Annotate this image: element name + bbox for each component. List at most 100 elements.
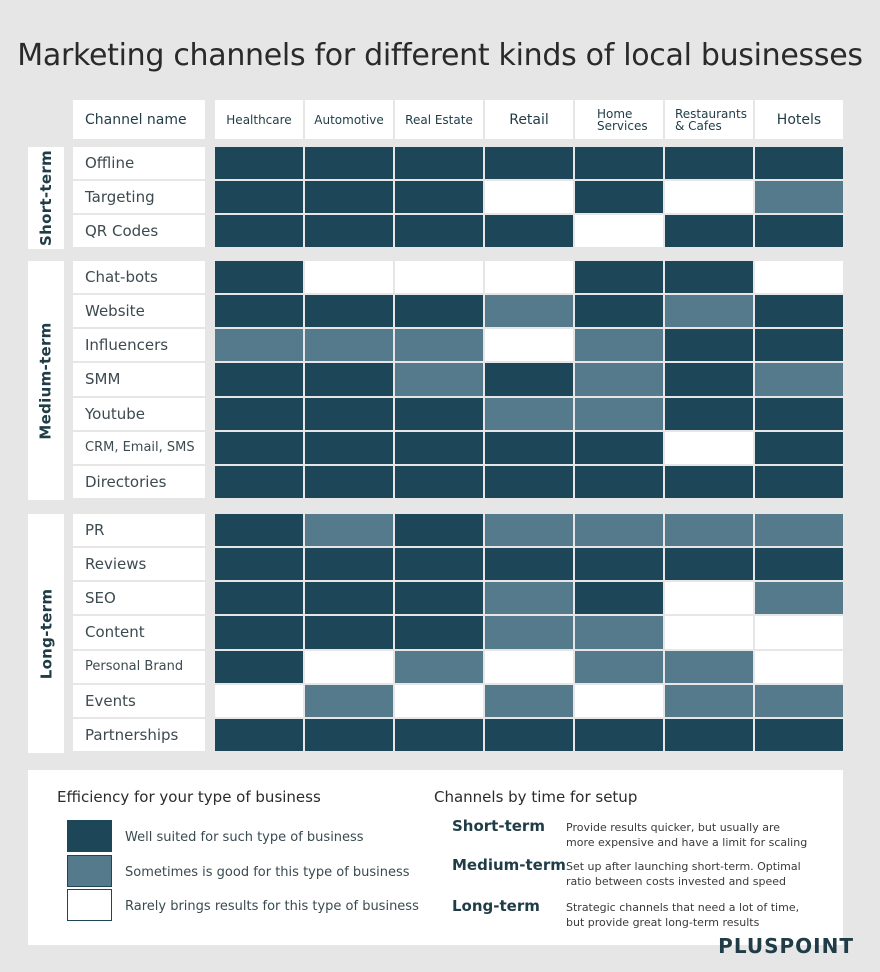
heatmap-cell <box>215 582 303 615</box>
heatmap-cell <box>395 215 483 247</box>
heatmap-cell <box>395 514 483 547</box>
row-label: Directories <box>73 465 205 498</box>
column-header: Retail <box>485 100 573 139</box>
legend-swatch-rarely <box>67 889 112 921</box>
column-header-label: Real Estate <box>405 114 473 126</box>
heatmap-cell <box>395 147 483 179</box>
heatmap-cell <box>215 431 303 464</box>
heatmap-cell <box>575 147 663 179</box>
brand-logo: PLUSPOINT <box>718 934 854 958</box>
heatmap-cell <box>305 363 393 396</box>
heatmap-cell <box>395 465 483 498</box>
column-header: Real Estate <box>395 100 483 139</box>
heatmap-cell <box>665 261 753 294</box>
column-header-label: Restaurants & Cafes <box>675 108 747 132</box>
heatmap-cell <box>305 181 393 213</box>
heatmap-cell <box>665 616 753 649</box>
heatmap-cell <box>665 295 753 328</box>
heatmap-cell <box>665 147 753 179</box>
heatmap-cell <box>395 295 483 328</box>
heatmap-cell <box>305 295 393 328</box>
column-header-label: Home Services <box>597 108 648 132</box>
heatmap-cell <box>305 514 393 547</box>
row-label: Content <box>73 616 205 649</box>
column-header-line: Services <box>597 118 648 133</box>
legend-text-well: Well suited for such type of business <box>125 830 364 845</box>
column-header-label: Retail <box>509 113 549 127</box>
term-medium-desc: Set up after launching short-term. Optim… <box>566 859 836 889</box>
heatmap-cell <box>395 431 483 464</box>
heatmap-cell <box>485 329 573 362</box>
heatmap-cell <box>395 718 483 751</box>
heatmap-cell <box>305 650 393 683</box>
heatmap-cell <box>665 514 753 547</box>
column-header-label: Automotive <box>314 114 383 126</box>
heatmap-cell <box>215 295 303 328</box>
heatmap-cell <box>755 215 843 247</box>
term-long: Long-term <box>452 897 540 915</box>
term-short-desc-line: Provide results quicker, but usually are <box>566 821 781 834</box>
heatmap-cell <box>215 329 303 362</box>
row-label: Partnerships <box>73 718 205 751</box>
heatmap-cell <box>575 514 663 547</box>
heatmap-cell <box>665 363 753 396</box>
heatmap-cell <box>215 514 303 547</box>
heatmap-cell <box>395 363 483 396</box>
heatmap-cell <box>575 616 663 649</box>
heatmap-cell <box>755 329 843 362</box>
heatmap-cell <box>485 397 573 430</box>
column-header: Restaurants & Cafes <box>665 100 753 139</box>
efficiency-legend-title: Efficiency for your type of business <box>57 788 321 806</box>
heatmap-cell <box>215 181 303 213</box>
term-short: Short-term <box>452 817 545 835</box>
heatmap-cell <box>485 616 573 649</box>
heatmap-cell <box>395 616 483 649</box>
column-header-line: Restaurants <box>675 106 747 121</box>
heatmap-cell <box>395 181 483 213</box>
heatmap-cell <box>305 215 393 247</box>
heatmap-cell <box>575 431 663 464</box>
heatmap-cell <box>575 397 663 430</box>
heatmap-cell <box>665 465 753 498</box>
heatmap-cell <box>755 363 843 396</box>
heatmap-cell <box>305 684 393 717</box>
heatmap-cell <box>305 329 393 362</box>
term-long-desc-line: Strategic channels that need a lot of ti… <box>566 901 800 914</box>
heatmap-cell <box>215 397 303 430</box>
heatmap-cell <box>485 718 573 751</box>
column-header: Hotels <box>755 100 843 139</box>
chart-title: Marketing channels for different kinds o… <box>17 38 863 73</box>
heatmap-cell <box>215 363 303 396</box>
heatmap-cell <box>395 548 483 581</box>
row-label: Chat-bots <box>73 261 205 294</box>
heatmap-cell <box>305 582 393 615</box>
heatmap-cell <box>215 465 303 498</box>
heatmap-cell <box>305 465 393 498</box>
row-label: SMM <box>73 363 205 396</box>
column-header-line: Healthcare <box>226 112 292 127</box>
heatmap-cell <box>575 650 663 683</box>
heatmap-cell <box>755 718 843 751</box>
column-header-label: Hotels <box>777 113 821 127</box>
heatmap-cell <box>575 363 663 396</box>
heatmap-cell <box>215 684 303 717</box>
column-header-line: Home <box>597 106 633 121</box>
row-label: PR <box>73 514 205 547</box>
heatmap-cell <box>665 650 753 683</box>
legend-text-rarely: Rarely brings results for this type of b… <box>125 899 419 914</box>
heatmap-cell <box>215 718 303 751</box>
group-label: Long-term <box>28 514 64 753</box>
column-header-line: Real Estate <box>405 112 473 127</box>
row-label: CRM, Email, SMS <box>73 431 205 464</box>
row-label: Events <box>73 684 205 717</box>
row-label: Reviews <box>73 548 205 581</box>
heatmap-cell <box>665 215 753 247</box>
heatmap-cell <box>485 431 573 464</box>
heatmap-cell <box>755 181 843 213</box>
heatmap-cell <box>485 215 573 247</box>
group-label-text: Short-term <box>37 150 56 246</box>
heatmap-cell <box>665 684 753 717</box>
column-header: Automotive <box>305 100 393 139</box>
heatmap-cell <box>575 181 663 213</box>
heatmap-cell <box>395 397 483 430</box>
